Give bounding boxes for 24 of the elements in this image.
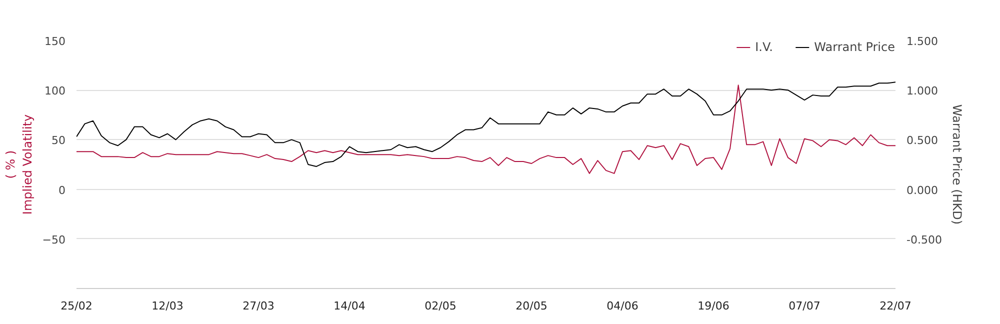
y-tick-label: 100 bbox=[44, 84, 66, 98]
x-tick-label: 04/06 bbox=[606, 300, 638, 312]
x-tick-label: 25/02 bbox=[60, 300, 92, 312]
x-tick-label: 22/07 bbox=[880, 300, 912, 312]
legend-label: Warrant Price bbox=[814, 40, 895, 54]
x-tick-label: 07/07 bbox=[788, 300, 820, 312]
y-tick-label: 150 bbox=[44, 35, 66, 48]
x-tick-label: 12/03 bbox=[152, 300, 184, 312]
y2-tick-label: 0.000 bbox=[906, 184, 938, 197]
x-tick-label: 27/03 bbox=[242, 300, 274, 312]
x-tick-label: 19/06 bbox=[698, 300, 730, 312]
y-tick-label: 0 bbox=[58, 184, 66, 197]
y-axis-title: Implied Volatility ( % ) bbox=[4, 114, 34, 215]
legend-label: I.V. bbox=[755, 40, 774, 54]
y-tick-label: 50 bbox=[52, 134, 66, 148]
x-tick-label: 02/05 bbox=[424, 300, 456, 312]
y2-axis-title: Warrant Price (HKD) bbox=[950, 104, 964, 225]
x-tick-label: 14/04 bbox=[334, 300, 366, 312]
y2-tick-label: 1.000 bbox=[906, 84, 938, 98]
y2-tick-label: 1.500 bbox=[906, 35, 938, 48]
y2-tick-label: 0.500 bbox=[906, 134, 938, 148]
y2-tick-label: -0.500 bbox=[906, 233, 942, 246]
x-tick-label: 20/05 bbox=[516, 300, 548, 312]
y-tick-label: −50 bbox=[42, 233, 66, 246]
